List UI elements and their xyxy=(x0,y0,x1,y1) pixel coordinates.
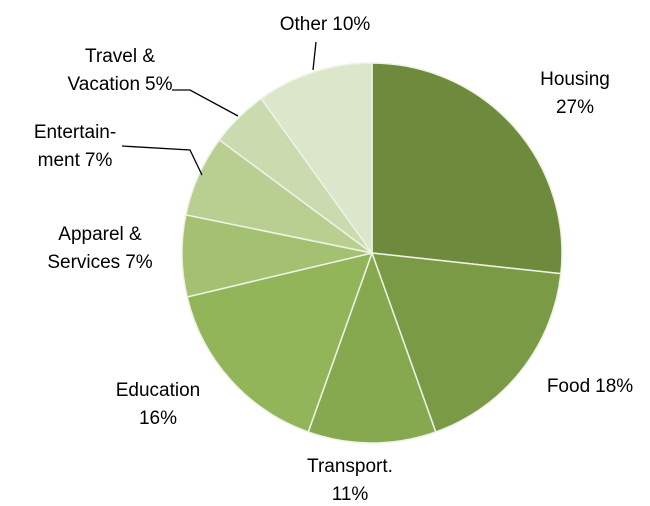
slice-label: Entertain-ment 7% xyxy=(34,122,116,171)
category-label: Services xyxy=(47,252,120,273)
category-label: Apparel & xyxy=(58,224,142,245)
leader-line xyxy=(121,145,203,176)
slice-label: Apparel & Services 7% xyxy=(47,224,152,273)
slices xyxy=(181,62,563,444)
category-label: Travel & xyxy=(85,46,155,67)
category-label: Transport. xyxy=(307,456,393,477)
slice-label: Housing 27% xyxy=(540,69,610,118)
category-label: Education xyxy=(116,380,201,401)
slice-label: Food 18% xyxy=(547,376,633,397)
value-label: 10% xyxy=(332,14,370,35)
category-label: Entertain- xyxy=(34,122,116,143)
leader-line xyxy=(312,41,317,71)
category-label: Food xyxy=(547,376,590,397)
category-label: ment xyxy=(38,150,81,171)
leader-line xyxy=(172,89,239,117)
value-label: 11% xyxy=(332,484,369,505)
value-label: 5% xyxy=(145,74,173,95)
slice xyxy=(260,62,373,256)
slice xyxy=(371,62,563,275)
slice-label: Travel & Vacation 5% xyxy=(68,46,173,95)
slice-label: Education 16% xyxy=(116,380,201,429)
slice-label: Other 10% xyxy=(280,14,371,35)
category-label: Vacation xyxy=(68,74,141,95)
leader-lines xyxy=(121,41,317,176)
labels: Housing 27% Food 18% Transport. 11% Education 1… xyxy=(34,14,633,505)
value-label: 27% xyxy=(556,97,594,118)
value-label: 7% xyxy=(85,150,113,171)
value-label: 16% xyxy=(139,408,177,429)
slice xyxy=(186,251,374,433)
value-label: 18% xyxy=(595,376,633,397)
category-label: Housing xyxy=(540,69,610,90)
slice xyxy=(370,252,562,433)
category-label: Other xyxy=(280,14,328,35)
slice-label: Transport. 11% xyxy=(307,456,393,505)
slice xyxy=(307,250,437,444)
value-label: 7% xyxy=(125,252,153,273)
